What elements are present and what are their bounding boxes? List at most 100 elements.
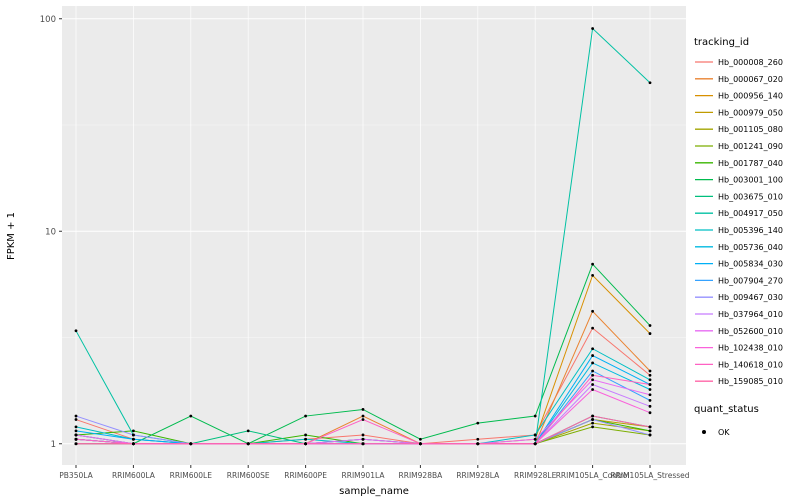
x-tick-label: RRIM928BA [399,471,444,480]
legend-label: Hb_052600_010 [718,327,783,336]
legend-label: Hb_005736_040 [718,243,783,252]
data-point [533,442,537,446]
data-point [648,425,652,429]
legend-entries: Hb_000008_260 Hb_000067_020 Hb_000956_140 H… [695,58,783,437]
data-point [648,373,652,377]
data-point [591,347,594,351]
data-point [591,418,594,421]
data-point [648,81,652,85]
data-point [591,326,594,330]
data-point [246,429,250,433]
data-point [591,414,594,418]
legend-label: OK [718,428,730,437]
legend-label: Hb_003001_100 [718,176,783,185]
legend-label: Hb_000008_260 [718,58,783,67]
x-tick-label: RRIM928LA [456,471,500,480]
data-point [74,329,78,333]
legend-item-quant-status: OK [702,428,730,437]
y-tick-label: 10 [45,227,56,237]
legend-label: Hb_005396_140 [718,226,783,235]
data-point [189,442,193,446]
data-point [591,361,594,365]
data-point [476,442,480,446]
x-tick-label: RRIM600LA [112,471,156,480]
legend-label: Hb_140618_010 [718,360,783,369]
data-point [648,369,652,373]
legend-item: Hb_037964_010 [695,310,783,319]
legend-label: Hb_000067_020 [718,75,783,84]
legend-item: Hb_001787_040 [695,159,783,168]
x-tick-label: PB350LA [59,471,93,480]
data-point [189,414,193,418]
data-point [591,262,594,266]
data-point [304,437,307,441]
data-point [648,433,652,437]
data-point [361,418,365,421]
legend-item: Hb_007904_270 [695,276,783,285]
data-point [591,354,594,357]
legend-item: Hb_052600_010 [695,327,783,336]
legend-label: Hb_009467_030 [718,293,783,302]
data-point [648,393,652,397]
data-point [132,429,135,433]
legend-label: Hb_003675_010 [718,192,783,201]
legend-item: Hb_004917_050 [695,209,783,218]
data-point [591,383,594,386]
data-point [361,408,365,411]
legend-item: Hb_005736_040 [695,243,783,252]
data-point [591,309,594,313]
legend-item: Hb_159085_010 [695,377,783,386]
data-point [74,433,78,437]
data-point [132,437,135,441]
legend-item: Hb_000008_260 [695,58,783,67]
legend-item: Hb_000956_140 [695,92,783,101]
data-point [361,433,365,437]
legend-item: Hb_005834_030 [695,260,783,269]
x-tick-label: RRIM928LE [514,471,557,480]
data-point [648,388,652,391]
data-point [591,378,594,382]
legend-label: Hb_005834_030 [718,260,783,269]
data-point [304,414,307,418]
data-point [591,425,594,429]
data-point [476,437,480,441]
data-point [648,411,652,415]
data-point [246,442,250,446]
data-point [591,27,594,30]
data-point [419,437,422,441]
legend-label: Hb_001241_090 [718,142,783,151]
legend-label: Hb_007904_270 [718,276,783,285]
data-point [648,383,652,386]
data-point [132,433,135,437]
legend-label: Hb_000956_140 [718,92,783,101]
legend-item: Hb_102438_010 [695,344,783,353]
y-axis-title: FPKM + 1 [6,212,17,260]
data-point [361,442,365,446]
data-point [74,414,78,418]
data-point [591,388,594,391]
data-point [419,442,422,446]
legend-item: Hb_003675_010 [695,192,783,201]
x-axis-title: sample_name [339,486,409,497]
x-tick-label: RRIM105LA_Control [556,471,630,480]
legend-label: Hb_001787_040 [718,159,783,168]
data-point [533,433,537,437]
data-point [591,369,594,373]
x-tick-label: RRIM105LA_Stressed [610,471,689,480]
legend-item: Hb_001105_080 [695,125,783,134]
legend-item: Hb_003001_100 [695,176,783,185]
data-point [304,433,307,437]
legend-item: Hb_000067_020 [695,75,783,84]
legend-label: Hb_001105_080 [718,125,783,134]
data-point [648,378,652,382]
x-tick-label: RRIM600SE [227,471,270,480]
y-tick-label: 1 [51,440,56,450]
data-point [533,437,537,441]
legend-item: Hb_005396_140 [695,226,783,235]
legend-label: Hb_000979_050 [718,108,783,117]
data-point [648,404,652,408]
data-point [648,429,652,433]
data-point [648,324,652,327]
